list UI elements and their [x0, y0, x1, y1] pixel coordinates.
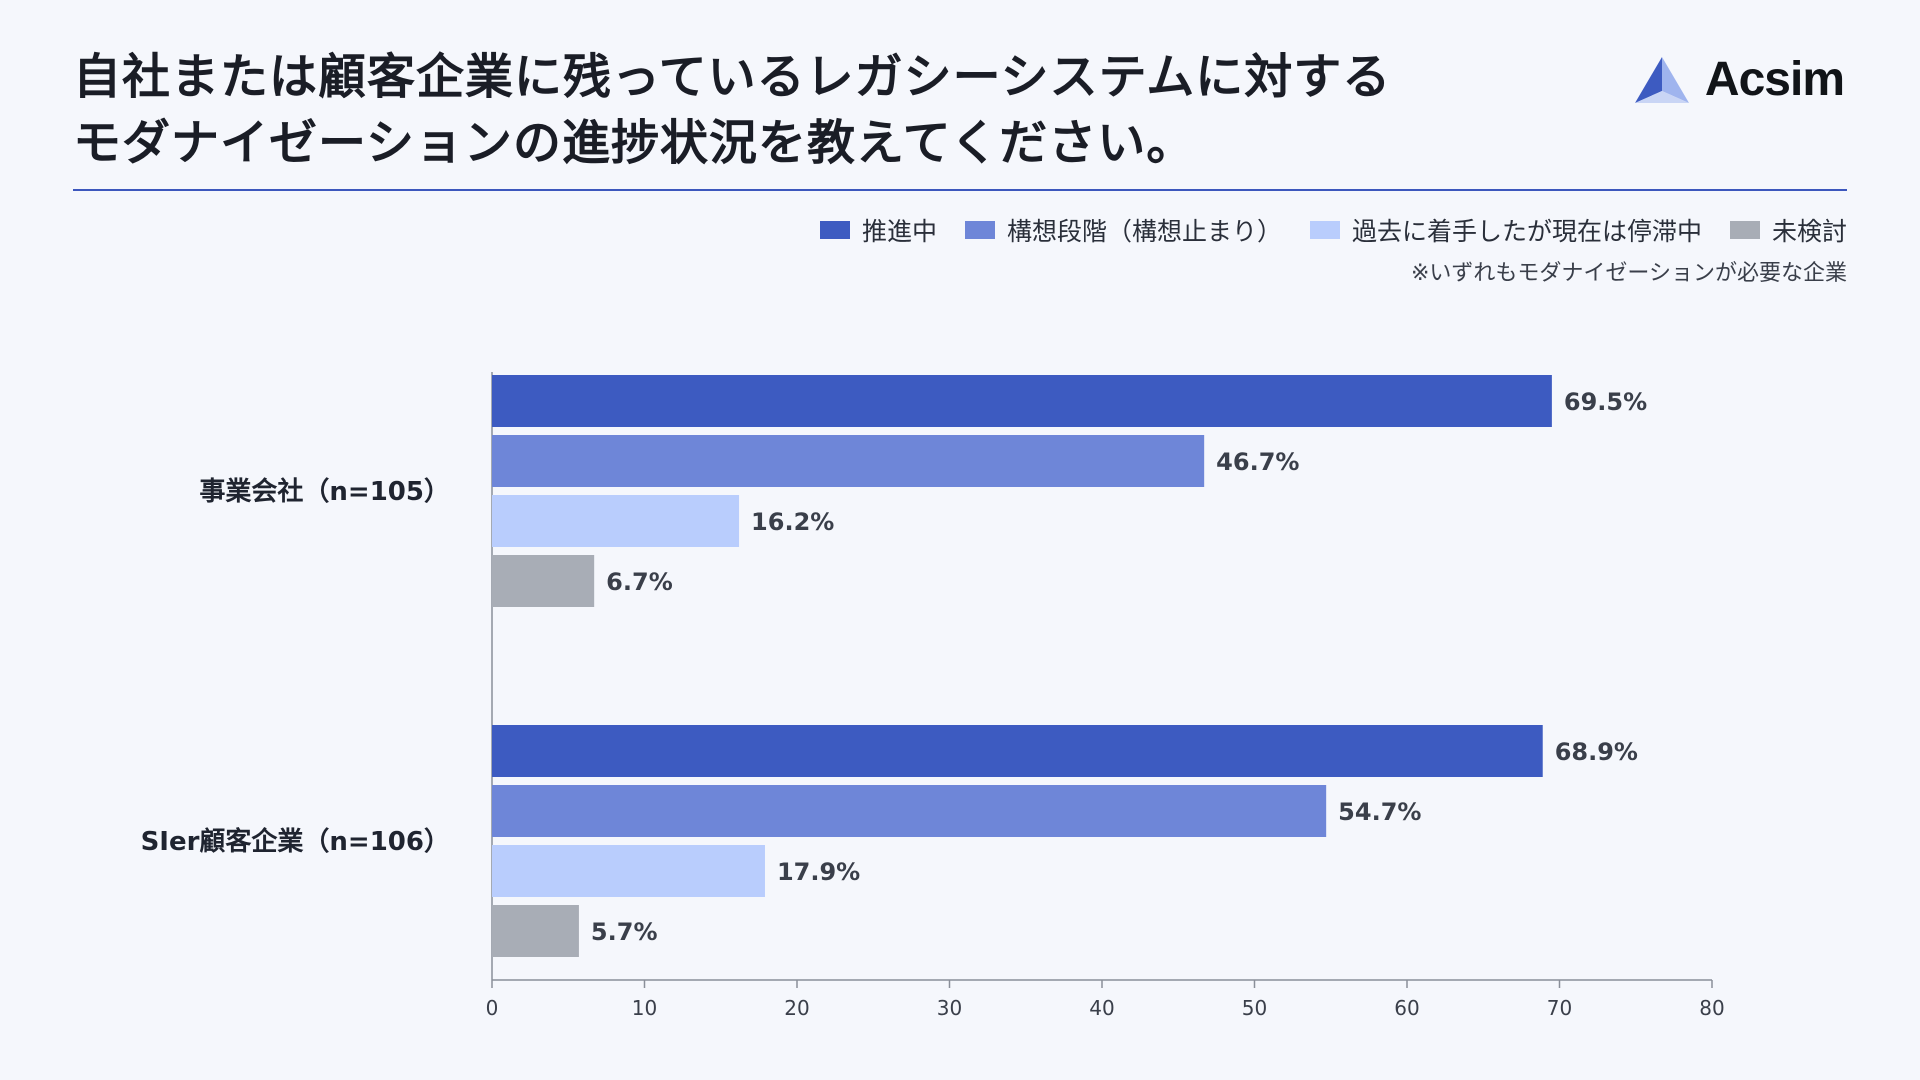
x-tick-label: 50: [1242, 996, 1267, 1020]
x-tick-label: 80: [1699, 996, 1724, 1020]
bar: [492, 785, 1327, 837]
x-tick-label: 70: [1547, 996, 1572, 1020]
legend-label-1: 推進中: [861, 217, 937, 246]
legend-swatch-3: [1309, 221, 1340, 239]
title-divider: [73, 189, 1847, 191]
legend-label-3: 過去に着手したが現在は停滞中: [1351, 217, 1702, 246]
bar: [492, 725, 1543, 777]
x-tick-label: 0: [486, 996, 499, 1020]
legend-swatch-4: [1729, 221, 1760, 239]
logo-text: Acsim: [1704, 53, 1845, 106]
legend: 推進中 構想段階（構想止まり） 過去に着手したが現在は停滞中 未検討: [819, 212, 1847, 248]
bar-value-label: 54.7%: [1338, 798, 1421, 826]
legend-label-2: 構想段階（構想止まり）: [1006, 217, 1282, 246]
logo: Acsim: [1633, 52, 1845, 107]
chart-title-line1: 自社または顧客企業に残っているレガシーシステムに対する: [73, 49, 1392, 105]
x-tick-label: 60: [1394, 996, 1419, 1020]
legend-item-3: 過去に着手したが現在は停滞中: [1309, 212, 1702, 248]
footnote: ※いずれもモダナイゼーションが必要な企業: [1411, 261, 1847, 286]
chart-title: 自社または顧客企業に残っているレガシーシステムに対する モダナイゼーションの進捗…: [73, 44, 1391, 176]
bar-value-label: 6.7%: [606, 568, 673, 596]
bar: [492, 905, 579, 957]
bar-value-label: 16.2%: [751, 508, 834, 536]
x-tick-label: 20: [784, 996, 809, 1020]
bar-value-label: 46.7%: [1216, 448, 1299, 476]
bar-value-label: 68.9%: [1555, 738, 1638, 766]
bar: [492, 845, 765, 897]
bar: [492, 495, 740, 547]
acsim-logo-icon: [1634, 56, 1689, 103]
bar: [492, 375, 1552, 427]
chart-title-line2: モダナイゼーションの進捗状況を教えてください。: [73, 115, 1196, 171]
legend-label-4: 未検討: [1771, 217, 1847, 246]
legend-item-1: 推進中: [819, 212, 937, 248]
x-tick-label: 30: [937, 996, 962, 1020]
x-tick-label: 10: [632, 996, 657, 1020]
legend-item-2: 構想段階（構想止まり）: [964, 212, 1282, 248]
category-label: SIer顧客企業（n=106）: [141, 826, 450, 857]
bar-value-label: 69.5%: [1564, 388, 1647, 416]
bar: [492, 435, 1205, 487]
legend-swatch-1: [819, 221, 850, 239]
bar-value-label: 5.7%: [591, 918, 658, 946]
x-tick-label: 40: [1089, 996, 1114, 1020]
legend-swatch-2: [964, 221, 995, 239]
category-label: 事業会社（n=105）: [199, 476, 450, 507]
legend-item-4: 未検討: [1729, 212, 1847, 248]
bar-value-label: 17.9%: [777, 858, 860, 886]
bar: [492, 555, 595, 607]
